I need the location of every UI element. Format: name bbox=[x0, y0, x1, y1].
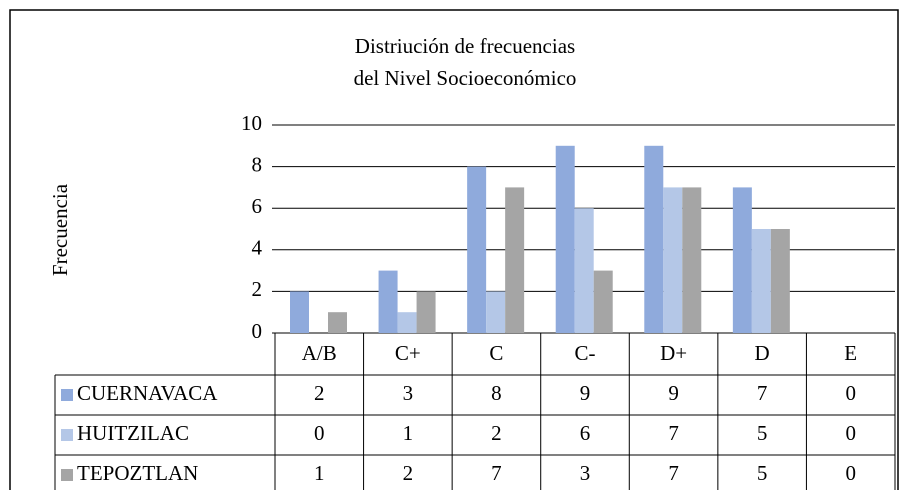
legend-key bbox=[61, 429, 73, 441]
x-tick-label: C+ bbox=[395, 341, 421, 365]
table-cell: 7 bbox=[757, 381, 768, 405]
y-tick-label: 4 bbox=[252, 236, 263, 260]
chart-title: Distriución de frecuencias bbox=[355, 34, 575, 58]
legend-key bbox=[61, 469, 73, 481]
x-tick-label: E bbox=[844, 341, 857, 365]
bar bbox=[682, 187, 702, 333]
y-tick-label: 0 bbox=[252, 319, 263, 343]
y-axis-label: Frecuencia bbox=[48, 183, 72, 276]
table-cell: 2 bbox=[491, 421, 502, 445]
bar bbox=[663, 187, 683, 333]
table-cell: 7 bbox=[491, 461, 502, 485]
bar bbox=[644, 145, 664, 333]
table-cell: 0 bbox=[845, 381, 856, 405]
table-cell: 3 bbox=[580, 461, 591, 485]
legend-label: TEPOZTLAN bbox=[77, 461, 198, 485]
legend-label: CUERNAVACA bbox=[77, 381, 218, 405]
chart-title: del Nivel Socioeconómico bbox=[354, 66, 577, 90]
bar bbox=[467, 166, 487, 333]
table-cell: 7 bbox=[668, 421, 679, 445]
table-cell: 0 bbox=[314, 421, 325, 445]
table-cell: 0 bbox=[845, 461, 856, 485]
y-tick-label: 10 bbox=[241, 111, 262, 135]
bar bbox=[290, 291, 309, 333]
bar bbox=[397, 312, 417, 333]
table-cell: 5 bbox=[757, 461, 768, 485]
bar bbox=[555, 145, 575, 333]
legend-key bbox=[61, 389, 73, 401]
bar bbox=[486, 291, 506, 333]
bar bbox=[328, 312, 347, 333]
y-tick-label: 8 bbox=[252, 152, 263, 176]
table-cell: 1 bbox=[403, 421, 414, 445]
table-cell: 3 bbox=[403, 381, 414, 405]
table-cell: 9 bbox=[580, 381, 591, 405]
bar bbox=[574, 208, 594, 333]
x-tick-label: A/B bbox=[302, 341, 337, 365]
table-cell: 2 bbox=[314, 381, 325, 405]
x-tick-label: D bbox=[755, 341, 770, 365]
table-cell: 2 bbox=[403, 461, 414, 485]
bar bbox=[770, 229, 790, 333]
y-tick-label: 6 bbox=[252, 194, 263, 218]
x-tick-label: C- bbox=[575, 341, 596, 365]
x-tick-label: C bbox=[489, 341, 503, 365]
bar bbox=[751, 229, 771, 333]
bar bbox=[378, 270, 398, 333]
table-cell: 0 bbox=[845, 421, 856, 445]
legend-label: HUITZILAC bbox=[77, 421, 189, 445]
bar bbox=[732, 187, 752, 333]
table-cell: 5 bbox=[757, 421, 768, 445]
table-cell: 6 bbox=[580, 421, 591, 445]
table-cell: 9 bbox=[668, 381, 679, 405]
table-cell: 7 bbox=[668, 461, 679, 485]
bar bbox=[593, 270, 613, 333]
chart-border bbox=[9, 9, 899, 495]
bar bbox=[416, 291, 436, 333]
table-cell: 1 bbox=[314, 461, 325, 485]
bar bbox=[505, 187, 525, 333]
x-tick-label: D+ bbox=[660, 341, 687, 365]
table-cell: 8 bbox=[491, 381, 502, 405]
y-tick-label: 2 bbox=[252, 277, 263, 301]
